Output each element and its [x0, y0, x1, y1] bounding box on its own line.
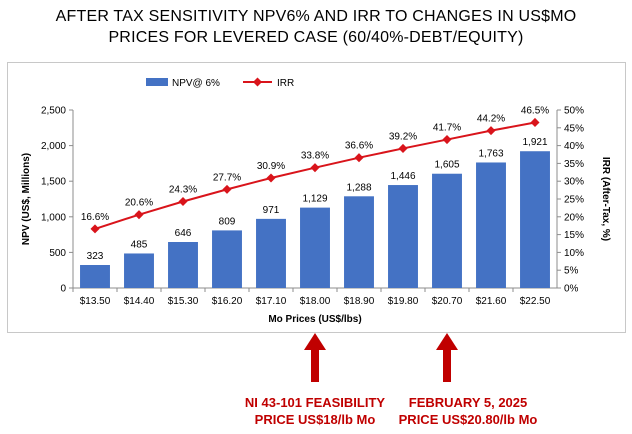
npv-bar-label: 1,921: [522, 137, 547, 148]
chart-frame: [7, 62, 626, 333]
y-tick-label: 500: [49, 248, 66, 259]
irr-point: [178, 196, 188, 207]
x-tick-label: $14.40: [124, 296, 155, 307]
irr-point: [486, 126, 496, 136]
x-tick-label: $18.00: [300, 296, 331, 307]
y2-tick-label: 25%: [564, 195, 584, 206]
npv-bar: [476, 162, 506, 288]
chart-title-line-2: PRICES FOR LEVERED CASE (60/40%-DEBT/EQU…: [108, 29, 524, 46]
npv-bar-label: 1,446: [390, 171, 415, 182]
x-tick-label: $20.70: [432, 296, 463, 307]
annotation-arrow-shaft: [311, 348, 319, 382]
irr-point-label: 27.7%: [213, 172, 241, 183]
npv-bar: [124, 253, 154, 288]
y2-axis-title: IRR (After-Tax, %): [600, 157, 611, 241]
irr-point: [442, 135, 452, 145]
x-tick-label: $13.50: [80, 296, 111, 307]
npv-bar-label: 1,129: [302, 194, 327, 205]
y2-tick-label: 15%: [564, 230, 584, 241]
annotation-arrow-head: [304, 333, 326, 350]
npv-bar: [300, 207, 330, 288]
x-tick-label: $19.80: [388, 296, 419, 307]
annotation-feasibility-line1: NI 43-101 FEASIBILITY: [244, 395, 386, 410]
annotation-arrow-shaft: [443, 348, 451, 382]
irr-point-label: 41.7%: [433, 123, 461, 134]
irr-point-label: 33.8%: [301, 151, 329, 162]
npv-bar-label: 809: [219, 216, 236, 227]
y2-tick-label: 30%: [564, 177, 584, 188]
npv-bar: [432, 173, 462, 288]
annotation-feb-2025: FEBRUARY 5, 2025 PRICE US$20.80/lb Mo: [388, 394, 548, 428]
x-tick-label: $22.50: [520, 296, 551, 307]
irr-point: [354, 153, 364, 163]
irr-point: [310, 163, 320, 173]
irr-point-label: 44.2%: [477, 114, 505, 125]
npv-bar: [256, 218, 286, 288]
npv-bar: [80, 265, 110, 288]
y-tick-label: 2,000: [41, 141, 66, 152]
legend-irr-label: IRR: [277, 78, 294, 89]
irr-point: [398, 143, 408, 153]
irr-point: [134, 210, 144, 220]
irr-point: [222, 184, 232, 194]
npv-bar-label: 971: [263, 205, 280, 216]
legend-npv-label: NPV@ 6%: [172, 78, 220, 89]
y2-tick-label: 0%: [564, 284, 579, 295]
legend-npv-swatch: [146, 78, 168, 86]
irr-point-label: 16.6%: [81, 212, 109, 223]
annotation-feasibility-line2: PRICE US$18/lb Mo: [254, 412, 376, 427]
y-tick-label: 1,000: [41, 212, 66, 223]
npv-bar: [212, 230, 242, 288]
chart-title-line-1: AFTER TAX SENSITIVITY NPV6% AND IRR TO C…: [55, 8, 577, 25]
irr-point: [266, 173, 276, 183]
npv-bar-label: 1,605: [434, 160, 459, 171]
x-tick-label: $21.60: [476, 296, 507, 307]
npv-bar-label: 1,288: [346, 182, 371, 193]
x-axis-title: Mo Prices (US$/lbs): [268, 314, 361, 325]
npv-bar-label: 485: [131, 239, 148, 250]
irr-point-label: 36.6%: [345, 141, 373, 152]
y-tick-label: 0: [60, 284, 66, 295]
y-axis-title: NPV (US$, Millions): [21, 153, 32, 245]
irr-point-label: 30.9%: [257, 161, 285, 172]
y2-tick-label: 40%: [564, 141, 584, 152]
annotation-feb-2025-line2: PRICE US$20.80/lb Mo: [398, 412, 538, 427]
y2-tick-label: 5%: [564, 266, 579, 277]
npv-bar: [168, 242, 198, 288]
x-tick-label: $16.20: [212, 296, 243, 307]
x-tick-label: $18.90: [344, 296, 375, 307]
y2-tick-label: 50%: [564, 106, 584, 117]
x-tick-label: $15.30: [168, 296, 199, 307]
npv-bar-label: 646: [175, 228, 192, 239]
irr-point-label: 24.3%: [169, 184, 197, 195]
y2-tick-label: 20%: [564, 212, 584, 223]
y2-tick-label: 45%: [564, 123, 584, 134]
irr-point: [90, 224, 100, 234]
annotation-feasibility: NI 43-101 FEASIBILITY PRICE US$18/lb Mo: [230, 394, 400, 428]
y-tick-label: 2,500: [41, 106, 66, 117]
y-tick-label: 1,500: [41, 177, 66, 188]
npv-bar: [520, 151, 550, 288]
y2-tick-label: 35%: [564, 159, 584, 170]
npv-bar-label: 323: [87, 251, 104, 262]
legend-irr-marker: [252, 77, 263, 87]
irr-point: [530, 117, 540, 127]
annotation-feb-2025-line1: FEBRUARY 5, 2025: [408, 395, 528, 410]
y2-tick-label: 10%: [564, 248, 584, 259]
irr-point-label: 20.6%: [125, 198, 153, 209]
npv-bar: [388, 185, 418, 288]
npv-bar-label: 1,763: [478, 148, 503, 159]
annotation-arrow-head: [436, 333, 458, 350]
irr-point-label: 46.5%: [521, 105, 549, 116]
irr-point-label: 39.2%: [389, 131, 417, 142]
x-tick-label: $17.10: [256, 296, 287, 307]
npv-bar: [344, 196, 374, 288]
